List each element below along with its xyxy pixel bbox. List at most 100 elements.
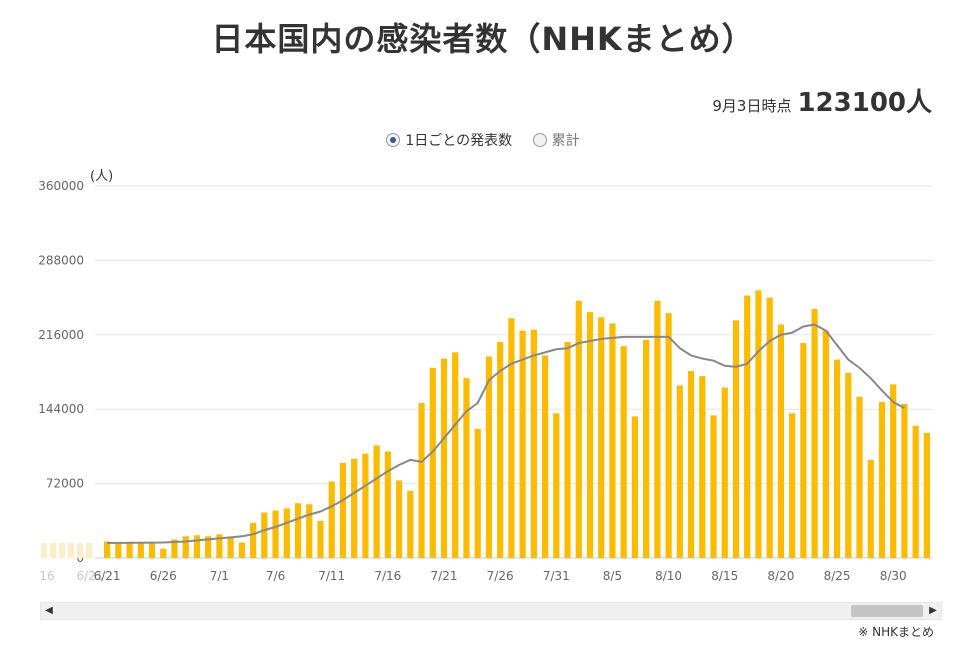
legend-cumulative-label: 累計 xyxy=(551,133,580,149)
x-tick-label: 8/30 xyxy=(880,569,907,583)
x-tick-label: 8/10 xyxy=(655,569,682,583)
x-axis: 6/21 6/26 7/1 7/6 7/11 7/16 7/21 7/26 7/31 8/5 8/1… xyxy=(94,569,907,583)
bar xyxy=(845,373,852,558)
bar xyxy=(519,330,526,558)
x-tick-label: 7/31 xyxy=(543,569,570,583)
scroll-left-arrow-icon[interactable]: ◀ xyxy=(45,605,53,616)
x-tick-label: 7/6 xyxy=(266,569,285,583)
x-tick-label: 6/21 xyxy=(94,569,121,583)
bar-series xyxy=(104,290,930,558)
bar xyxy=(800,343,807,558)
bar xyxy=(631,416,639,558)
bar xyxy=(890,384,897,558)
bar xyxy=(530,329,537,558)
bar xyxy=(732,320,740,558)
faded-bar xyxy=(86,543,92,558)
bar xyxy=(283,508,290,558)
y-axis: 072000144000216000288000360000 xyxy=(38,179,84,565)
chart-svg: 072000144000216000288000360000 (人) 166/2… xyxy=(38,169,932,583)
bar xyxy=(665,313,672,558)
chart-title: 日本国内の感染者数（NHKまとめ） xyxy=(211,20,755,58)
bar xyxy=(620,346,627,558)
faded-region: 16 6/21 xyxy=(39,543,103,583)
bar xyxy=(508,318,515,558)
y-tick-label: 288000 xyxy=(38,253,84,267)
summary-date: 9月3日時点 xyxy=(712,97,792,115)
y-unit-label: (人) xyxy=(90,169,113,184)
scroll-thumb[interactable] xyxy=(851,605,923,617)
bar xyxy=(744,295,751,558)
scroll-right-arrow-icon[interactable]: ▶ xyxy=(929,605,937,616)
bar xyxy=(317,520,324,558)
bar xyxy=(676,385,683,558)
bar xyxy=(609,323,616,558)
faded-bar xyxy=(77,543,83,558)
bar xyxy=(878,401,886,558)
faded-bar xyxy=(41,543,47,558)
bar xyxy=(429,367,436,558)
x-tick-label: 6/26 xyxy=(150,569,177,583)
x-tick-label: 7/26 xyxy=(487,569,514,583)
bar xyxy=(115,543,122,558)
bar xyxy=(755,290,762,558)
faded-bar xyxy=(68,543,74,558)
bar xyxy=(789,413,796,558)
bar xyxy=(294,503,302,558)
faded-bar xyxy=(50,543,56,558)
bar xyxy=(699,376,706,558)
x-tick-label: 7/21 xyxy=(431,569,458,583)
legend-daily-label: 1日ごとの発表数 xyxy=(405,133,513,149)
summary-value: 123100人 xyxy=(797,88,932,118)
bar xyxy=(440,358,448,558)
bar xyxy=(384,451,391,558)
bar xyxy=(766,297,773,558)
bar xyxy=(216,534,223,558)
faded-tick-label: 16 xyxy=(39,569,54,583)
bar xyxy=(452,352,459,558)
bar xyxy=(822,330,829,558)
y-tick-label: 72000 xyxy=(46,477,84,491)
bar xyxy=(261,512,268,558)
x-tick-label: 7/1 xyxy=(210,569,229,583)
bar xyxy=(643,339,650,558)
bar xyxy=(721,387,728,558)
bar xyxy=(923,432,930,558)
bar xyxy=(182,536,189,558)
radio-unchecked-icon[interactable] xyxy=(532,133,547,147)
x-tick-label: 7/11 xyxy=(318,569,345,583)
bar xyxy=(654,300,661,558)
line-series xyxy=(107,323,905,545)
legend-option-daily[interactable]: 1日ごとの発表数 xyxy=(386,130,512,150)
x-tick-label: 8/25 xyxy=(824,569,851,583)
radio-checked-icon[interactable] xyxy=(386,133,401,147)
bar xyxy=(227,537,234,558)
bar xyxy=(160,548,167,558)
bar xyxy=(407,490,414,558)
bar xyxy=(833,359,841,558)
bar xyxy=(171,539,178,558)
bar xyxy=(193,535,201,558)
bar xyxy=(272,510,279,558)
bar xyxy=(148,543,156,558)
bar xyxy=(777,324,784,558)
bar xyxy=(811,308,818,558)
bar xyxy=(395,480,403,558)
bar xyxy=(249,522,257,558)
bar xyxy=(126,543,133,558)
bar xyxy=(856,396,863,558)
legend-option-cumulative[interactable]: 累計 xyxy=(532,130,580,150)
y-tick-label: 216000 xyxy=(38,328,84,342)
bar xyxy=(912,425,919,558)
bar xyxy=(586,312,594,558)
bar xyxy=(104,541,111,558)
bar xyxy=(306,504,313,558)
y-tick-label: 144000 xyxy=(38,402,84,416)
x-tick-label: 8/5 xyxy=(603,569,622,583)
bar xyxy=(564,342,571,558)
bar xyxy=(205,536,212,558)
bar xyxy=(328,481,335,558)
bar xyxy=(339,462,347,558)
bar xyxy=(137,543,144,558)
y-tick-label: 360000 xyxy=(38,179,84,193)
horizontal-scrollbar[interactable]: ◀ ▶ xyxy=(40,602,942,620)
